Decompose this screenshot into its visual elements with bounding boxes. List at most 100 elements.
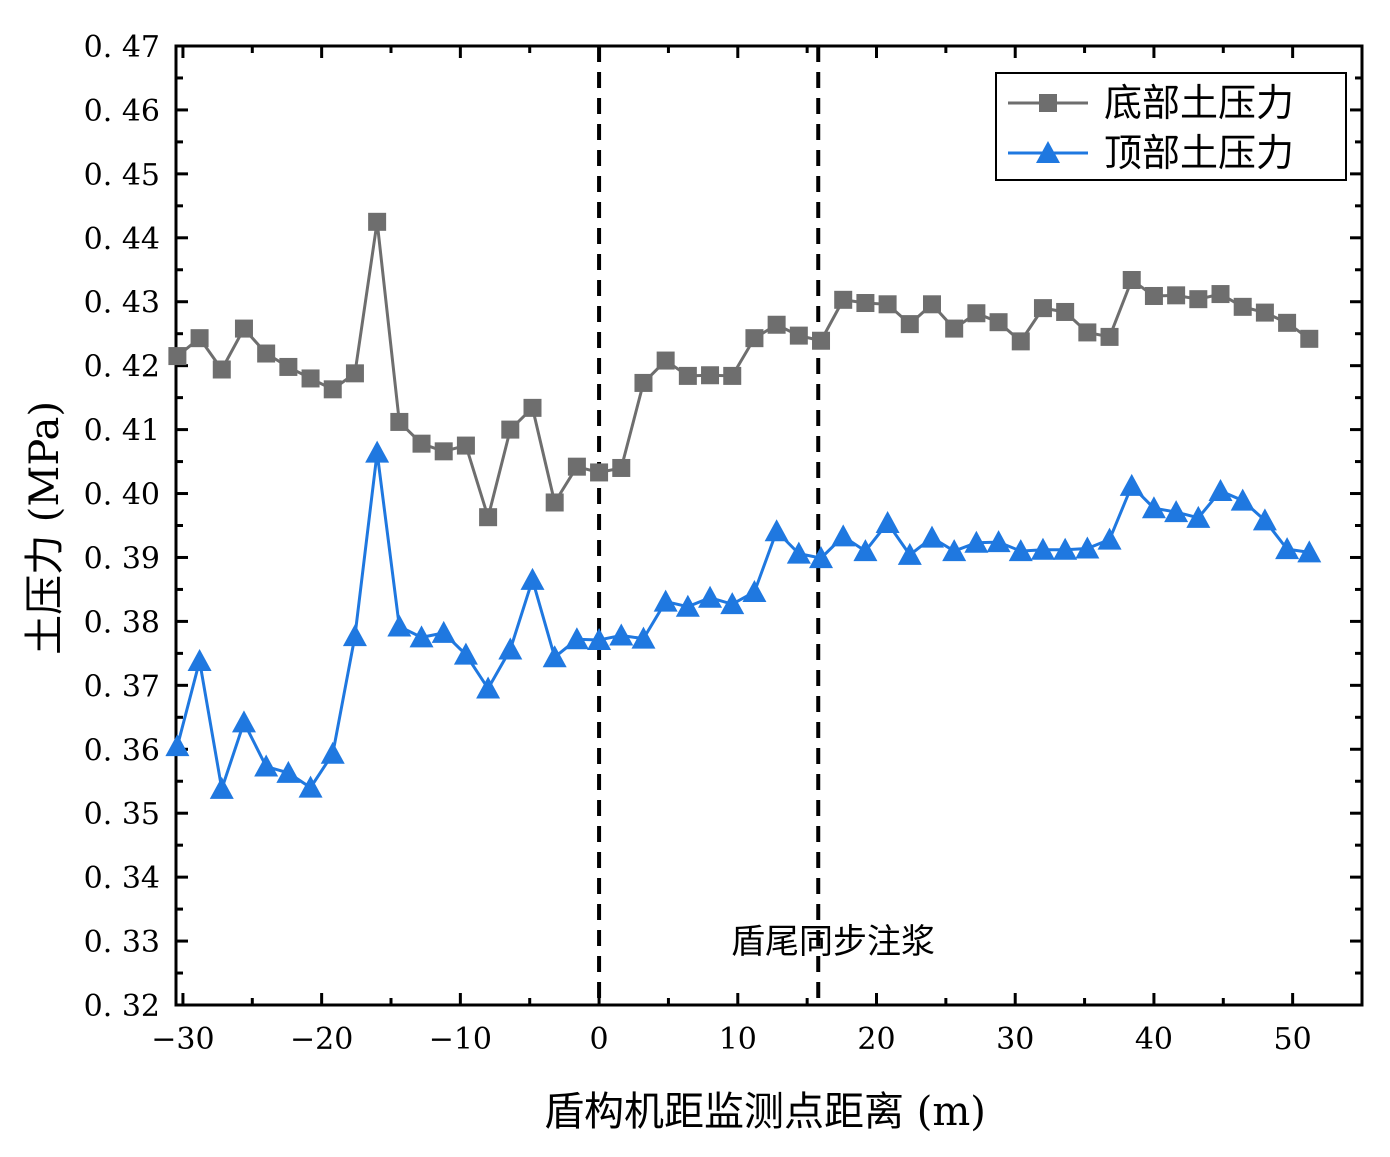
series-2-point — [1053, 537, 1078, 560]
series-2-point — [609, 623, 634, 646]
y-tick-label: 0. 36 — [84, 733, 160, 768]
series-1-point — [945, 319, 964, 338]
series-1-point — [545, 493, 564, 512]
series-1-point — [1122, 270, 1141, 289]
x-tick-label: 40 — [1135, 1022, 1173, 1057]
legend-label: 底部土压力 — [1104, 81, 1294, 125]
series-1-point — [612, 458, 631, 477]
x-tick-label: −10 — [429, 1022, 492, 1057]
series-2-point — [853, 539, 878, 562]
series-1-point — [301, 369, 320, 388]
series-1-point — [523, 398, 542, 417]
series-1-point — [1278, 313, 1297, 332]
series-1-point — [168, 347, 187, 366]
series-2-point — [1141, 496, 1166, 519]
y-tick-label: 0. 37 — [84, 669, 160, 704]
series-2-point — [564, 627, 589, 650]
y-tick-label: 0. 35 — [84, 797, 160, 832]
series-2-point — [631, 626, 656, 649]
x-tick-label: 20 — [857, 1022, 895, 1057]
series-1-point — [678, 366, 697, 385]
series-2-point — [742, 579, 767, 602]
series-line-2 — [175, 452, 1310, 790]
y-tick-label: 0. 45 — [84, 158, 160, 193]
y-tick-label: 0. 39 — [84, 541, 160, 576]
series-2-point — [276, 760, 301, 783]
y-tick-label: 0. 43 — [84, 286, 160, 321]
x-axis-title: 盾构机距监测点距离 (m) — [544, 1089, 986, 1135]
ticks-layer: −30 −20 −10 0 10 20 30 40 50 0. 32 0. 33 0. 34 0. 35… — [84, 30, 1364, 1057]
series-1-point — [456, 436, 475, 455]
x-tick-label: 10 — [719, 1022, 757, 1057]
series-line-1 — [176, 221, 1311, 523]
series-1-point — [1100, 327, 1119, 346]
series-1-point — [368, 212, 387, 231]
series-2-point — [897, 542, 922, 565]
series-layer — [165, 212, 1322, 799]
series-1-point — [634, 373, 653, 392]
series-2-point — [342, 624, 367, 647]
series-1-point — [212, 360, 231, 379]
x-tick-label: 30 — [996, 1022, 1034, 1057]
series-2-point — [320, 741, 345, 764]
series-1-point — [1167, 286, 1186, 305]
series-1-point — [834, 290, 853, 309]
series-1-point — [701, 366, 720, 385]
series-2-point — [498, 637, 523, 660]
series-1-point — [234, 319, 253, 338]
y-tick-label: 0. 40 — [84, 478, 160, 513]
series-2-point — [675, 594, 700, 617]
series-2-point — [1297, 540, 1322, 563]
series-2-point — [1119, 473, 1144, 496]
y-tick-label: 0. 47 — [84, 30, 160, 65]
series-1-point — [745, 329, 764, 348]
series-2-point — [476, 676, 501, 699]
series-2-point — [431, 620, 456, 643]
series-1-point — [257, 344, 276, 363]
series-2-point — [231, 710, 256, 733]
series-1-point — [1144, 286, 1163, 305]
series-1-point — [1300, 329, 1319, 348]
series-1-point — [279, 357, 298, 376]
series-1-point — [390, 412, 409, 431]
x-tick-label: −20 — [290, 1022, 353, 1057]
y-tick-label: 0. 34 — [84, 861, 160, 896]
series-1-point — [900, 315, 919, 334]
series-2-point — [187, 649, 212, 672]
series-1-point — [967, 304, 986, 323]
y-tick-label: 0. 46 — [84, 94, 160, 129]
series-2-point — [653, 589, 678, 612]
series-1-point — [434, 442, 453, 461]
x-tick-label: 50 — [1274, 1022, 1312, 1057]
series-1-point — [789, 326, 808, 345]
series-1-point — [1056, 302, 1075, 321]
series-1-point — [323, 380, 342, 399]
x-tick-label: 0 — [590, 1022, 609, 1057]
x-tick-label: −30 — [151, 1022, 214, 1057]
series-2-point — [720, 592, 745, 615]
y-tick-label: 0. 41 — [84, 414, 160, 449]
series-1-point — [1255, 303, 1274, 322]
series-1-point — [1078, 323, 1097, 342]
series-2-point — [875, 510, 900, 533]
legend-label: 顶部土压力 — [1104, 131, 1294, 175]
y-tick-label: 0. 42 — [84, 350, 160, 385]
series-1-point — [1189, 290, 1208, 309]
series-2-point — [209, 776, 234, 799]
series-1-point — [1011, 332, 1030, 351]
series-2-point — [809, 546, 834, 569]
series-2-point — [1075, 536, 1100, 559]
series-1-point — [723, 366, 742, 385]
series-1-point — [567, 457, 586, 476]
y-axis-title: 土压力 (MPa) — [22, 401, 68, 655]
series-1-point — [656, 351, 675, 370]
series-2-point — [1097, 527, 1122, 550]
series-1-point — [767, 315, 786, 334]
series-1-point — [479, 508, 498, 527]
series-1-point — [922, 295, 941, 314]
series-2-point — [587, 627, 612, 650]
y-tick-label: 0. 33 — [84, 925, 160, 960]
